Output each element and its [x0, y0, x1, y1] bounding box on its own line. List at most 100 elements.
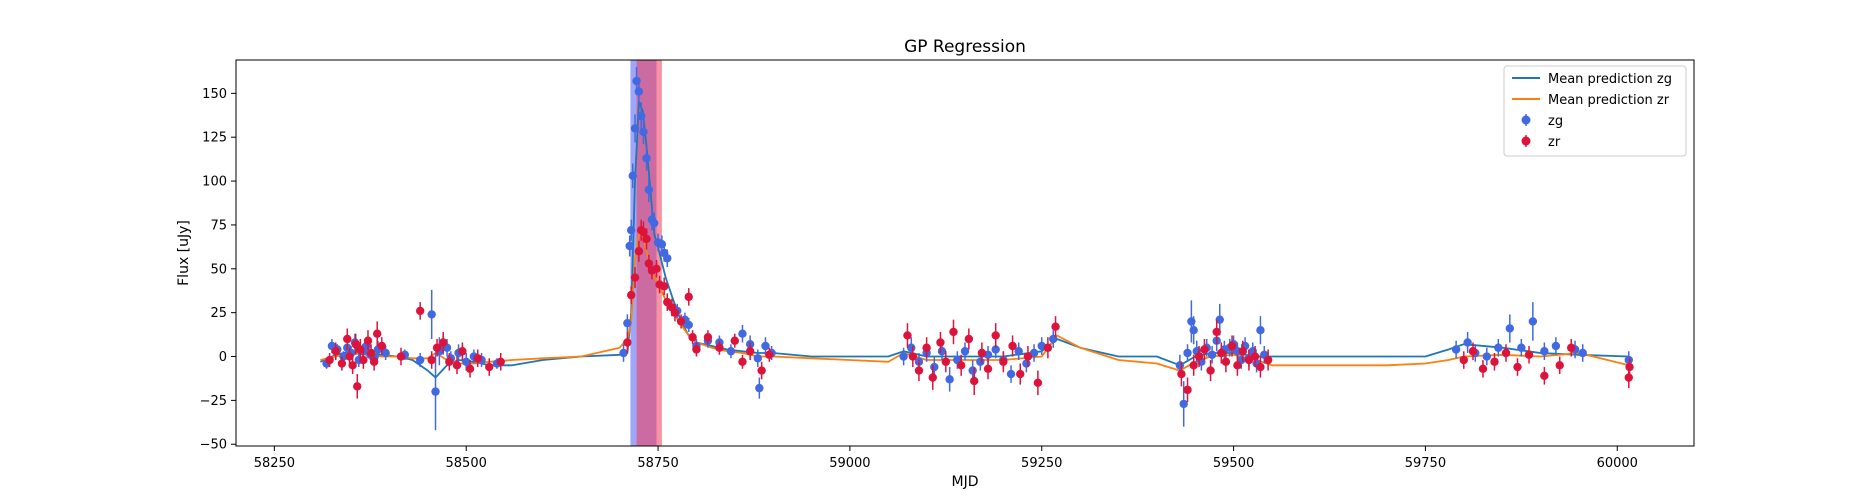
zg-point-30: [626, 219, 636, 241]
zg-marker: [907, 343, 916, 352]
zg-point-101: [1463, 331, 1472, 354]
zg-marker: [639, 127, 648, 137]
zr-marker: [337, 359, 347, 368]
x-axis-ticks: 58250 58500 58750 59000 59250 59500 59750 60000: [254, 446, 1638, 471]
zr-marker: [465, 364, 475, 373]
zr-point-15: [396, 347, 406, 366]
zg-marker: [968, 366, 977, 375]
zr-point-92: [1478, 360, 1488, 378]
zg-point-103: [1482, 347, 1492, 366]
zg-marker: [991, 345, 1000, 354]
zr-point-83: [1227, 335, 1237, 357]
zg-marker: [1540, 347, 1549, 356]
zr-point-69: [1016, 363, 1025, 385]
zg-point-16: [427, 289, 436, 339]
zg-marker: [626, 225, 636, 235]
prediction-line-zg: [320, 101, 1629, 379]
zr-marker: [1051, 322, 1060, 331]
zr-point-99: [1567, 338, 1576, 357]
zr-point-70: [1023, 345, 1033, 368]
zg-marker: [761, 341, 770, 351]
zr-marker: [684, 292, 693, 302]
y-axis-label: Flux [uJy]: [176, 220, 192, 286]
zr-marker: [363, 336, 373, 345]
legend-marker-zg: [1521, 115, 1531, 125]
zr-point-42: [676, 314, 686, 329]
zg-marker: [1179, 399, 1188, 409]
zr-point-68: [1008, 335, 1017, 357]
zg-marker: [930, 362, 939, 372]
zr-marker: [1194, 352, 1204, 361]
zr-point-56: [922, 337, 931, 359]
zr-marker: [670, 308, 680, 317]
zg-marker: [1505, 324, 1515, 333]
zr-point-67: [999, 351, 1008, 373]
zg-marker: [427, 310, 436, 319]
legend-label-zr: zr: [1548, 135, 1561, 150]
legend: Mean prediction zg Mean prediction zr zg…: [1503, 65, 1687, 157]
zr-point-49: [738, 354, 747, 369]
zg-point-107: [1528, 302, 1538, 341]
zr-marker: [1200, 345, 1209, 354]
zr-marker: [1177, 369, 1186, 379]
zr-marker: [427, 355, 436, 365]
zr-point-26: [496, 353, 505, 371]
zg-point-98: [1256, 316, 1265, 345]
zg-marker: [1183, 348, 1192, 358]
zg-marker: [726, 347, 736, 356]
zr-point-66: [991, 323, 1000, 348]
zr-point-9: [359, 351, 368, 369]
zg-point-31: [628, 163, 637, 189]
zr-point-55: [914, 360, 924, 382]
legend-box: [1503, 65, 1687, 157]
y-axis-ticks: −50 −25 0 25 50 75 100 125 150: [200, 87, 236, 453]
zr-marker: [438, 338, 448, 347]
zr-point-73: [1051, 316, 1060, 338]
zr-marker: [348, 361, 357, 370]
zr-marker: [1043, 343, 1053, 352]
zg-point-37: [642, 145, 651, 171]
zg-point-17: [431, 353, 440, 431]
zr-point-33: [642, 228, 651, 250]
zr-marker: [1238, 347, 1247, 356]
zr-marker: [977, 348, 987, 358]
zr-point-51: [757, 361, 766, 380]
zr-marker: [1008, 341, 1017, 351]
zr-point-16: [415, 302, 425, 320]
zr-point-19: [438, 331, 448, 354]
zr-marker: [991, 331, 1000, 340]
zr-point-22: [458, 342, 467, 361]
x-tick-label: 59500: [1213, 456, 1254, 471]
zr-point-59: [941, 351, 951, 373]
zr-point-60: [949, 319, 958, 345]
zr-point-91: [1468, 342, 1478, 361]
zr-marker: [1233, 361, 1242, 370]
zg-point-106: [1517, 338, 1526, 357]
zg-marker: [431, 387, 440, 396]
zg-point-27: [619, 344, 628, 362]
zr-point-46: [703, 330, 713, 345]
zr-marker: [1227, 341, 1237, 351]
y-tick-label: 25: [210, 306, 227, 321]
zg-marker: [1482, 352, 1492, 361]
zr-marker: [922, 343, 931, 352]
zr-marker: [634, 247, 644, 256]
zg-point-55: [755, 377, 764, 399]
zg-point-100: [1451, 340, 1461, 359]
zr-marker: [626, 290, 636, 300]
zr-marker: [692, 345, 701, 354]
data-points: [322, 67, 1634, 431]
zr-marker: [377, 341, 386, 351]
zg-point-38: [644, 177, 654, 203]
zr-point-8: [356, 338, 365, 361]
zr-point-98: [1555, 356, 1564, 375]
y-tick-label: 75: [210, 218, 227, 233]
zg-point-28: [623, 314, 632, 332]
zr-point-93: [1490, 353, 1499, 371]
zr-marker: [1459, 355, 1468, 365]
zr-point-43: [684, 288, 693, 306]
zr-marker: [1490, 357, 1499, 366]
zr-point-96: [1524, 345, 1534, 364]
zr-point-7: [353, 374, 362, 399]
